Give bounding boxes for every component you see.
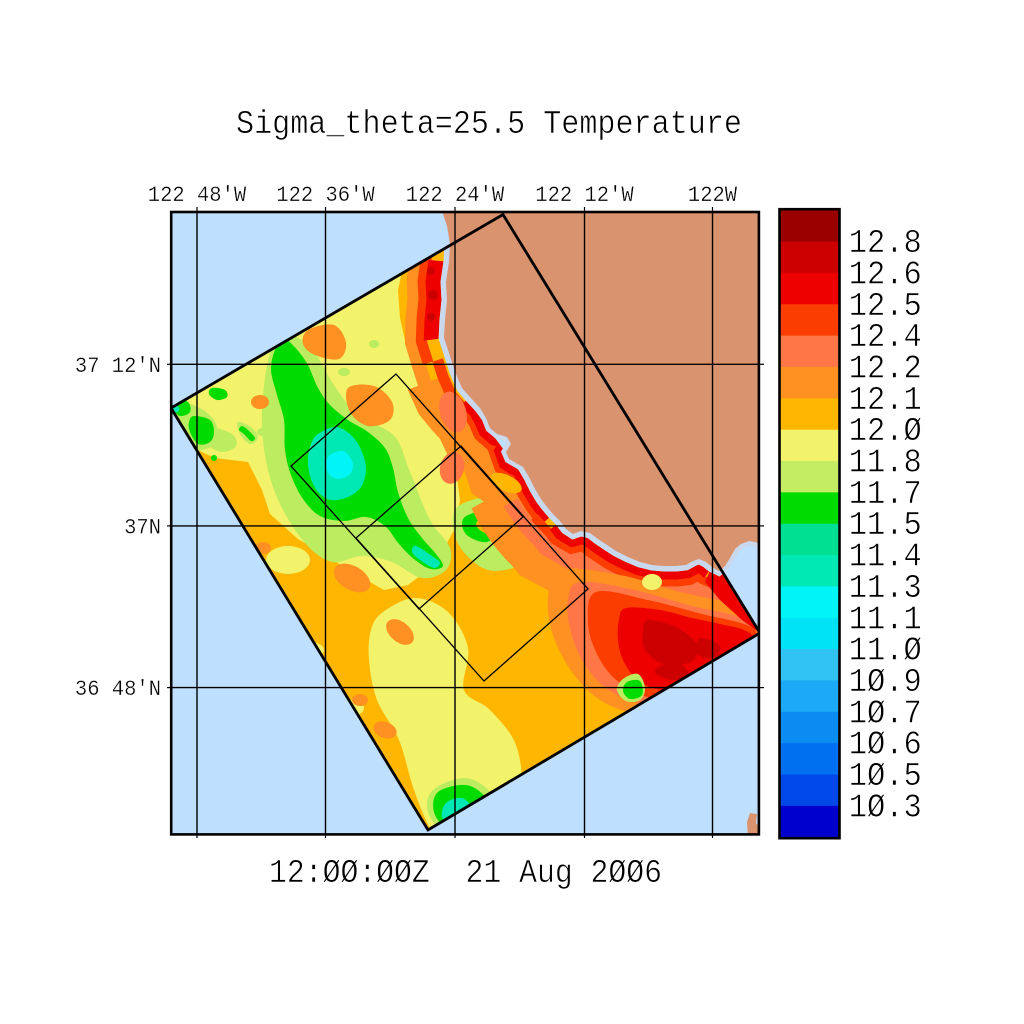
svg-text:12.4: 12.4 [849, 320, 922, 357]
svg-text:12.6: 12.6 [849, 257, 922, 294]
svg-text:37N: 37N [124, 516, 161, 541]
svg-text:122 36'W: 122 36'W [276, 183, 374, 208]
svg-text:11.7: 11.7 [849, 477, 922, 514]
svg-text:12.5: 12.5 [849, 289, 922, 326]
svg-text:11.3: 11.3 [849, 571, 922, 608]
svg-text:12.2: 12.2 [849, 351, 922, 388]
svg-text:1Ø.3: 1Ø.3 [849, 790, 922, 827]
svg-text:11.1: 11.1 [849, 602, 922, 639]
svg-text:122 48'W: 122 48'W [148, 183, 246, 208]
svg-text:122 24'W: 122 24'W [406, 183, 504, 208]
svg-text:12.8: 12.8 [849, 226, 922, 263]
svg-text:1Ø.5: 1Ø.5 [849, 759, 922, 796]
svg-text:37 12'N: 37 12'N [75, 354, 161, 379]
svg-text:11.4: 11.4 [849, 539, 922, 576]
svg-text:12.1: 12.1 [849, 383, 922, 420]
svg-text:11.5: 11.5 [849, 508, 922, 545]
svg-text:1Ø.7: 1Ø.7 [849, 696, 922, 733]
svg-text:11.Ø: 11.Ø [849, 633, 922, 670]
svg-text:122W: 122W [688, 183, 737, 208]
svg-text:1Ø.9: 1Ø.9 [849, 665, 922, 702]
svg-text:36 48'N: 36 48'N [75, 677, 161, 702]
svg-text:122 12'W: 122 12'W [535, 183, 633, 208]
svg-text:1Ø.6: 1Ø.6 [849, 727, 922, 764]
svg-text:Sigma_theta=25.5 Temperature: Sigma_theta=25.5 Temperature [236, 107, 742, 144]
svg-text:12.Ø: 12.Ø [849, 414, 922, 451]
svg-text:11.8: 11.8 [849, 445, 922, 482]
svg-text:12:ØØ:ØØZ 21 Aug 2ØØ6: 12:ØØ:ØØZ 21 Aug 2ØØ6 [269, 856, 662, 893]
